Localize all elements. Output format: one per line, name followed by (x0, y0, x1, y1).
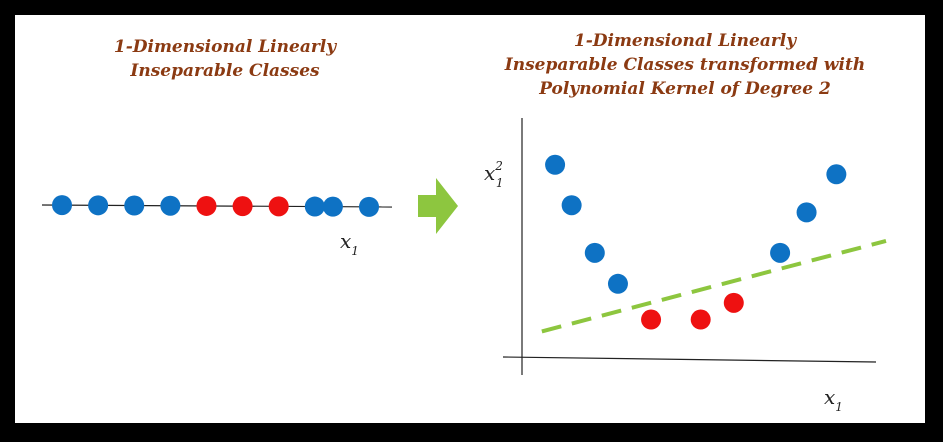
x-axis-label: x1 (824, 385, 843, 414)
right-point-blue (607, 273, 628, 294)
left-point-red (232, 196, 253, 217)
left-point-blue (322, 196, 343, 217)
left-point-blue (359, 196, 379, 217)
x-axis (502, 356, 877, 363)
right-point-blue (545, 154, 566, 175)
left-points (52, 195, 379, 217)
right-title-line-1: 1-Dimensional Linearly (573, 31, 797, 51)
right-point-blue (584, 242, 605, 263)
left-title-line-1: 1-Dimensional Linearly (113, 37, 337, 57)
figure-panel: 1-Dimensional Linearly Inseparable Class… (15, 15, 925, 423)
left-point-red (196, 195, 217, 216)
y-axis-label: x2 1 (484, 159, 504, 190)
left-point-blue (52, 195, 72, 216)
left-point-blue (160, 195, 181, 216)
right-title: 1-Dimensional Linearly Inseparable Class… (475, 29, 895, 101)
left-point-blue (124, 195, 145, 216)
right-point-red (690, 309, 711, 330)
right-point-blue (826, 164, 847, 185)
separating-line (541, 239, 887, 334)
right-point-red (723, 292, 744, 313)
left-axis-label: x1 (340, 229, 359, 258)
right-title-line-3: Polynomial Kernel of Degree 2 (539, 79, 831, 99)
right-point-blue (561, 195, 582, 216)
right-title-line-2: Inseparable Classes transformed with (504, 55, 866, 75)
left-point-blue (88, 195, 109, 216)
right-point-blue (796, 202, 817, 223)
left-point-blue (304, 196, 325, 217)
transform-arrow (418, 178, 458, 234)
left-title: 1-Dimensional Linearly Inseparable Class… (75, 35, 375, 83)
right-point-blue (770, 242, 791, 263)
left-title-line-2: Inseparable Classes (130, 61, 320, 81)
right-point-red (641, 309, 662, 330)
right-points (545, 154, 847, 330)
left-point-red (268, 196, 289, 217)
